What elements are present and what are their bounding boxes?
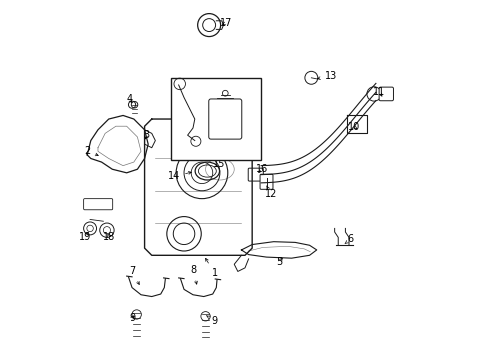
Text: 3: 3 xyxy=(143,130,149,140)
Text: 19: 19 xyxy=(79,232,92,242)
Text: 10: 10 xyxy=(348,122,361,132)
Text: 4: 4 xyxy=(126,94,133,104)
Text: 8: 8 xyxy=(190,265,197,284)
Bar xyxy=(172,78,261,160)
Text: 13: 13 xyxy=(318,71,337,81)
Text: 16: 16 xyxy=(256,163,269,174)
Text: 5: 5 xyxy=(276,257,282,267)
FancyBboxPatch shape xyxy=(209,99,242,139)
Text: 2: 2 xyxy=(84,146,98,156)
Text: 14: 14 xyxy=(168,171,191,181)
FancyBboxPatch shape xyxy=(379,87,393,101)
Text: 11: 11 xyxy=(373,87,386,97)
FancyBboxPatch shape xyxy=(248,168,263,181)
Text: 6: 6 xyxy=(345,234,354,244)
FancyBboxPatch shape xyxy=(84,199,113,210)
Text: 15: 15 xyxy=(213,144,225,169)
Text: 12: 12 xyxy=(265,186,277,199)
Text: 18: 18 xyxy=(102,232,115,242)
Text: 17: 17 xyxy=(220,18,233,28)
Text: 7: 7 xyxy=(129,266,139,284)
Text: 9: 9 xyxy=(206,316,218,325)
Text: 9: 9 xyxy=(129,313,135,323)
Text: 1: 1 xyxy=(206,258,218,278)
FancyBboxPatch shape xyxy=(260,174,273,189)
